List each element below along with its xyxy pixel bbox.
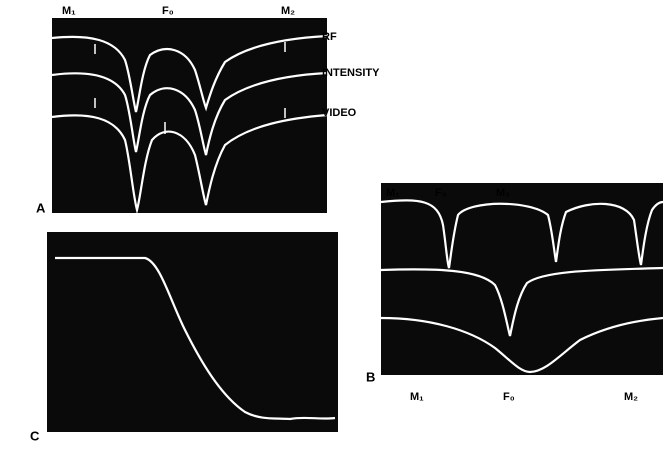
top-label: M₁ — [386, 187, 400, 199]
panel-letter: C — [30, 428, 40, 443]
scope-screen — [381, 183, 663, 375]
panel-letter: A — [36, 200, 46, 215]
scope-screen — [52, 18, 327, 213]
decay-trace — [55, 256, 336, 421]
top-label: F₀ — [435, 187, 447, 199]
video-trace — [51, 113, 328, 215]
middle-trace — [380, 266, 664, 337]
rf-trace — [51, 34, 328, 113]
trace-label: INTENSITY — [322, 67, 380, 79]
panel-a: M₁ F₀ M₂ RF INTENSITY VIDEO A — [36, 5, 380, 216]
bottom-trace — [380, 316, 664, 374]
top-label: M₂ — [496, 187, 510, 199]
top-label: F₀ — [162, 5, 174, 17]
panel-letter: B — [366, 369, 375, 384]
panel-b: M₁ F₀ M₂ M₁ F₀ M₂ B — [366, 183, 664, 403]
top-label: M₂ — [281, 5, 295, 17]
top-trace — [380, 199, 664, 269]
scope-screen — [47, 232, 338, 432]
bottom-label: M₁ — [410, 391, 424, 403]
bottom-label: F₀ — [503, 391, 515, 403]
trace-label: RF — [322, 31, 337, 43]
panel-c: C — [30, 232, 338, 443]
intensity-trace — [51, 71, 328, 156]
trace-label: VIDEO — [322, 107, 357, 119]
bottom-label: M₂ — [624, 391, 638, 403]
top-label: M₁ — [62, 5, 76, 17]
